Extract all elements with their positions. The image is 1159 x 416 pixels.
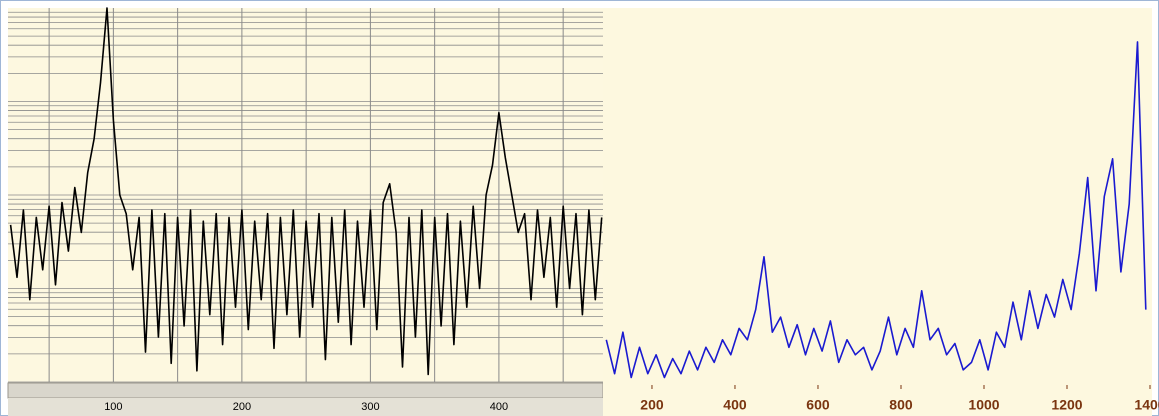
x-tick-label: 400 [723,397,747,413]
x-tick-label: 200 [233,401,251,413]
left-plot-bg [8,8,603,383]
spectrum-line [9,7,603,376]
left-scrollbar [7,382,604,399]
right-plot-bg [603,8,1152,416]
x-tick-label: 100 [104,401,122,413]
x-tick-label: 600 [806,397,830,413]
left-axis-bg [8,398,603,416]
x-tick-label: 1200 [1051,397,1082,413]
x-tick-label: 400 [490,401,508,413]
x-tick-label: 800 [889,397,913,413]
x-tick-label: 1400 [1134,397,1159,413]
x-tick-label: 1000 [968,397,999,413]
x-tick-label: 300 [361,401,379,413]
x-tick-label: 200 [640,397,664,413]
spectrum-line [605,41,1147,379]
